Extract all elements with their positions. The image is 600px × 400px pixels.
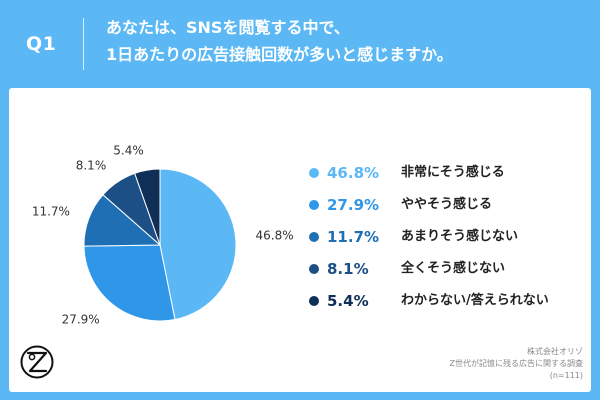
legend-label: 非常にそう感じる — [401, 165, 505, 180]
pie-slice-label: 46.8% — [256, 229, 294, 243]
source-note: 株式会社オリゾ Z世代が記憶に残る広告に関する調査 (n=111) — [450, 346, 583, 382]
legend-percent: 27.9% — [327, 196, 380, 214]
pie-slice — [159, 168, 237, 321]
pie-slice — [134, 168, 161, 246]
legend-swatch — [309, 296, 319, 306]
source-survey: Z世代が記憶に残る広告に関する調査 — [449, 359, 583, 368]
pie-slice — [83, 244, 176, 322]
legend-label: あまりそう感じない — [401, 229, 519, 244]
legend-swatch — [309, 264, 319, 274]
legend-label: ややそう感じる — [401, 197, 493, 212]
question-line-1: あなたは、SNSを閲覧する中で、 — [106, 18, 350, 37]
question-number: Q1 — [26, 33, 57, 55]
legend-percent: 8.1% — [327, 260, 369, 278]
legend-swatch — [309, 200, 319, 210]
header-divider — [83, 18, 84, 70]
question-header: Q1 あなたは、SNSを閲覧する中で、 1日あたりの広告接触回数が多いと感じます… — [0, 0, 600, 88]
pie-chart: 46.8% 27.9% 11.7% 8.1% 5.4% — [32, 143, 294, 327]
question-text: あなたは、SNSを閲覧する中で、 1日あたりの広告接触回数が多いと感じますか。 — [106, 14, 453, 68]
question-line-2: 1日あたりの広告接触回数が多いと感じますか。 — [106, 45, 453, 64]
chart-card: 46.8% 27.9% 11.7% 8.1% 5.4% 46.8% 非常にそう感じる 27.… — [9, 88, 591, 392]
legend-swatch — [309, 232, 319, 242]
legend-percent: 11.7% — [327, 228, 380, 246]
legend-swatch — [309, 168, 319, 178]
pie-slice-label: 8.1% — [76, 158, 107, 172]
pie-slice-label: 5.4% — [113, 143, 144, 157]
source-company: 株式会社オリゾ — [527, 347, 583, 356]
legend-label: 全くそう感じない — [401, 261, 506, 276]
orizo-logo-icon — [20, 345, 54, 379]
pie-slice-label: 11.7% — [32, 205, 70, 219]
legend-label: わからない/答えられない — [401, 293, 549, 308]
source-sample-size: (n=111) — [549, 371, 583, 380]
legend-percent: 5.4% — [327, 292, 369, 310]
pie-slice-label: 27.9% — [62, 313, 100, 327]
legend-percent: 46.8% — [327, 164, 380, 182]
